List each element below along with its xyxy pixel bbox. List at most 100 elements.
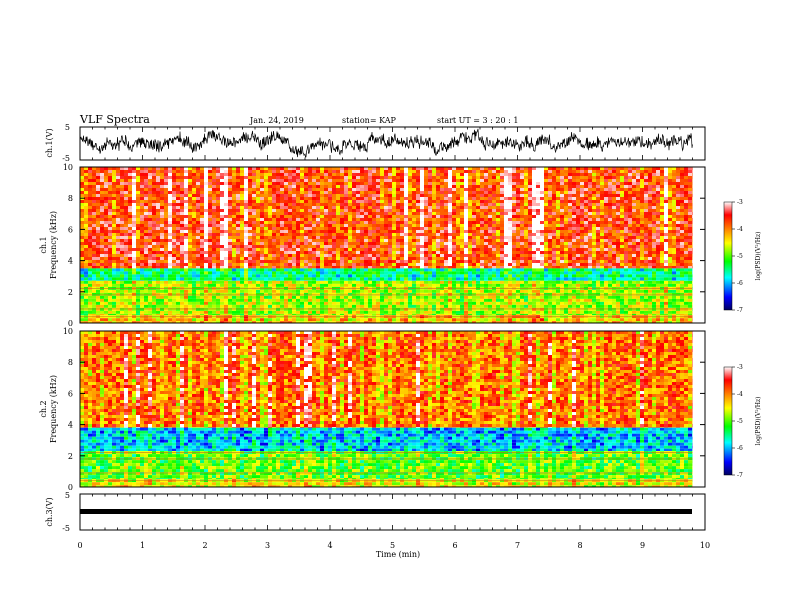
spectrogram-cell — [160, 188, 164, 191]
spectrogram-cell — [228, 254, 232, 257]
spectrogram-cell — [364, 182, 368, 185]
spectrogram-cell — [352, 221, 356, 224]
spectrogram-cell — [88, 230, 92, 233]
spectrogram-cell — [104, 254, 108, 257]
spectrogram-cell — [428, 179, 432, 182]
spectrogram-cell — [252, 182, 256, 185]
spectrogram-cell — [272, 289, 276, 293]
ch1-spectrogram-image — [80, 167, 705, 323]
spectrogram-cell — [116, 283, 120, 287]
spectrogram-cell — [212, 268, 216, 272]
spectrogram-cell — [188, 298, 192, 302]
spectrogram-cell — [436, 233, 440, 236]
spectrogram-cell — [184, 194, 188, 197]
spectrogram-cell — [140, 307, 144, 311]
spectrogram-cell — [208, 176, 212, 179]
spectrogram-cell — [196, 230, 200, 233]
spectrogram-cell — [196, 263, 200, 266]
spectrogram-cell — [308, 251, 312, 254]
spectrogram-cell — [284, 263, 288, 266]
spectrogram-cell — [420, 179, 424, 182]
spectrogram-cell — [340, 304, 344, 308]
spectrogram-cell — [420, 233, 424, 236]
spectrogram-cell — [332, 266, 336, 269]
spectrogram-cell — [140, 191, 144, 194]
spectrogram-cell — [124, 212, 128, 215]
spectrogram-cell — [244, 227, 248, 230]
spectrogram-cell — [280, 197, 284, 200]
spectrogram-cell — [332, 215, 336, 218]
spectrogram-cell — [216, 188, 220, 191]
spectrogram-cell — [340, 197, 344, 200]
spectrogram-cell — [88, 239, 92, 242]
spectrogram-cell — [276, 289, 280, 293]
spectrogram-cell — [96, 239, 100, 242]
spectrogram-cell — [208, 280, 212, 281]
spectrogram-cell — [172, 242, 176, 245]
spectrogram-cell — [212, 167, 216, 170]
spectrogram-cell — [368, 310, 372, 314]
spectrogram-cell — [260, 188, 264, 191]
spectrogram-cell — [132, 298, 136, 302]
spectrogram-cell — [196, 227, 200, 230]
spectrogram-cell — [124, 257, 128, 260]
spectrogram-cell — [172, 307, 176, 311]
spectrogram-cell — [384, 271, 388, 275]
spectrogram-cell — [288, 215, 292, 218]
spectrogram-cell — [328, 271, 332, 275]
spectrogram-cell — [356, 263, 360, 266]
spectrogram-cell — [304, 321, 308, 323]
spectrogram-cell — [196, 224, 200, 227]
spectrogram-cell — [420, 295, 424, 299]
spectrogram-cell — [424, 221, 428, 224]
spectrogram-cell — [352, 227, 356, 230]
spectrogram-cell — [236, 289, 240, 293]
spectrogram-cell — [152, 292, 156, 296]
spectrogram-cell — [92, 283, 96, 287]
spectrogram-cell — [224, 185, 228, 188]
spectrogram-cell — [180, 292, 184, 296]
spectrogram-cell — [120, 280, 124, 281]
spectrogram-cell — [228, 179, 232, 182]
spectrogram-cell — [128, 173, 132, 176]
spectrogram-cell — [376, 197, 380, 200]
spectrogram-cell — [164, 283, 168, 287]
spectrogram-cell — [84, 268, 88, 272]
spectrogram-cell — [120, 221, 124, 224]
spectrogram-cell — [384, 310, 388, 314]
spectrogram-cell — [112, 209, 116, 212]
spectrogram-cell — [244, 197, 248, 200]
spectrogram-cell — [136, 301, 140, 305]
spectrogram-cell — [428, 313, 432, 316]
spectrogram-cell — [332, 283, 336, 287]
spectrogram-cell — [284, 283, 288, 287]
spectrogram-cell — [268, 215, 272, 218]
spectrogram-cell — [100, 200, 104, 203]
spectrogram-cell — [376, 280, 380, 284]
spectrogram-cell — [396, 245, 400, 248]
spectrogram-cell — [292, 304, 296, 308]
spectrogram-cell — [300, 280, 304, 284]
spectrogram-cell — [192, 257, 196, 260]
spectrogram-cell — [200, 310, 204, 314]
spectrogram-cell — [364, 313, 368, 316]
spectrogram-cell — [312, 173, 316, 176]
spectrogram-cell — [344, 191, 348, 194]
spectrogram-cell — [432, 215, 436, 218]
spectrogram-cell — [264, 307, 268, 311]
spectrogram-cell — [184, 318, 188, 322]
spectrogram-cell — [208, 307, 212, 311]
spectrogram-cell — [148, 194, 152, 197]
spectrogram-cell — [164, 280, 168, 284]
spectrogram-cell — [104, 301, 108, 305]
spectrogram-cell — [252, 301, 256, 305]
spectrogram-cell — [168, 257, 172, 260]
spectrogram-cell — [104, 307, 108, 311]
spectrogram-cell — [200, 179, 204, 182]
spectrogram-cell — [424, 227, 428, 230]
spectrogram-cell — [208, 206, 212, 209]
spectrogram-cell — [380, 215, 384, 218]
spectrogram-cell — [368, 188, 372, 191]
spectrogram-cell — [164, 167, 168, 170]
spectrogram-cell — [436, 227, 440, 230]
